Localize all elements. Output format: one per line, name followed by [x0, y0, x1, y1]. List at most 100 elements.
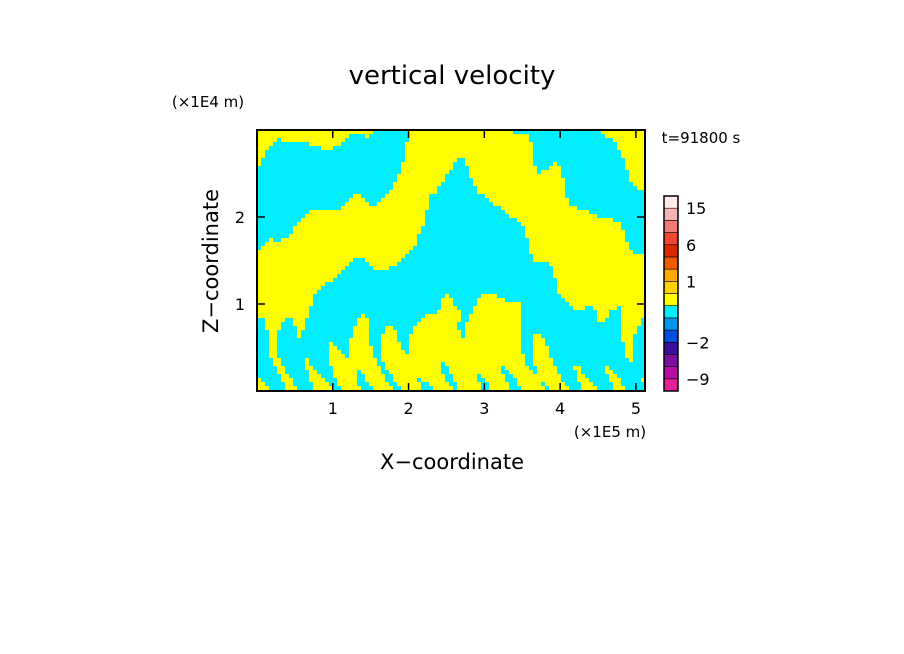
- field-cell: [513, 270, 518, 275]
- field-cell: [461, 230, 466, 235]
- field-cell: [313, 142, 318, 147]
- field-cell: [377, 278, 382, 283]
- field-cell: [593, 210, 598, 215]
- field-cell: [385, 314, 390, 319]
- field-cell: [489, 322, 494, 327]
- field-cell: [541, 262, 546, 267]
- field-cell: [505, 238, 510, 243]
- field-cell: [573, 278, 578, 283]
- field-cell: [325, 174, 330, 179]
- field-cell: [281, 154, 286, 159]
- field-cell: [325, 198, 330, 203]
- field-cell: [501, 150, 506, 155]
- field-cell: [257, 334, 262, 339]
- field-cell: [593, 182, 598, 187]
- field-cell: [477, 302, 482, 307]
- field-cell: [421, 202, 426, 207]
- field-cell: [297, 198, 302, 203]
- field-cell: [289, 274, 294, 279]
- field-cell: [305, 282, 310, 287]
- field-cell: [561, 226, 566, 231]
- field-cell: [269, 158, 274, 163]
- field-cell: [321, 246, 326, 251]
- field-cell: [617, 242, 622, 247]
- field-cell: [293, 322, 298, 327]
- field-cell: [445, 222, 450, 227]
- field-cell: [289, 322, 294, 327]
- field-cell: [357, 254, 362, 259]
- field-cell: [433, 218, 438, 223]
- field-cell: [361, 174, 366, 179]
- field-cell: [581, 258, 586, 263]
- field-cell: [461, 138, 466, 143]
- field-cell: [393, 250, 398, 255]
- field-cell: [317, 230, 322, 235]
- field-cell: [589, 302, 594, 307]
- field-cell: [521, 318, 526, 323]
- field-cell: [341, 218, 346, 223]
- field-cell: [357, 174, 362, 179]
- field-cell: [297, 266, 302, 271]
- field-cell: [561, 306, 566, 311]
- field-cell: [385, 274, 390, 279]
- field-cell: [497, 130, 502, 135]
- field-cell: [617, 130, 622, 135]
- field-cell: [457, 166, 462, 171]
- field-cell: [477, 190, 482, 195]
- field-cell: [473, 206, 478, 211]
- field-cell: [485, 198, 490, 203]
- field-cell: [545, 258, 550, 263]
- field-cell: [449, 214, 454, 219]
- field-cell: [621, 298, 626, 303]
- field-cell: [313, 290, 318, 295]
- field-cell: [413, 146, 418, 151]
- field-cell: [433, 326, 438, 331]
- field-cell: [473, 322, 478, 327]
- field-cell: [277, 318, 282, 323]
- x-unit-label: (×1E5 m): [574, 423, 646, 441]
- field-cell: [281, 198, 286, 203]
- field-cell: [369, 222, 374, 227]
- field-cell: [325, 214, 330, 219]
- field-cell: [393, 162, 398, 167]
- field-cell: [313, 138, 318, 143]
- field-cell: [585, 170, 590, 175]
- field-cell: [609, 234, 614, 239]
- field-cell: [585, 266, 590, 271]
- field-cell: [489, 258, 494, 263]
- field-cell: [293, 242, 298, 247]
- field-cell: [341, 330, 346, 335]
- field-cell: [537, 266, 542, 271]
- field-cell: [369, 174, 374, 179]
- field-cell: [337, 302, 342, 307]
- field-cell: [265, 286, 270, 291]
- field-cell: [273, 162, 278, 167]
- field-cell: [541, 178, 546, 183]
- field-cell: [553, 290, 558, 295]
- field-cell: [405, 270, 410, 275]
- field-cell: [597, 242, 602, 247]
- field-cell: [501, 138, 506, 143]
- field-cell: [541, 138, 546, 143]
- field-cell: [433, 318, 438, 323]
- field-cell: [597, 206, 602, 211]
- field-cell: [493, 214, 498, 219]
- field-cell: [453, 174, 458, 179]
- field-cell: [469, 274, 474, 279]
- field-cell: [585, 138, 590, 143]
- field-cell: [561, 186, 566, 191]
- field-cell: [569, 230, 574, 235]
- field-cell: [545, 158, 550, 163]
- field-cell: [273, 290, 278, 295]
- field-cell: [397, 174, 402, 179]
- field-cell: [417, 286, 422, 291]
- field-cell: [345, 258, 350, 263]
- field-cell: [477, 266, 482, 271]
- field-cell: [417, 210, 422, 215]
- field-cell: [553, 262, 558, 267]
- field-cell: [345, 142, 350, 147]
- field-cell: [461, 194, 466, 199]
- field-cell: [581, 130, 586, 135]
- field-cell: [273, 230, 278, 235]
- field-cell: [509, 226, 514, 231]
